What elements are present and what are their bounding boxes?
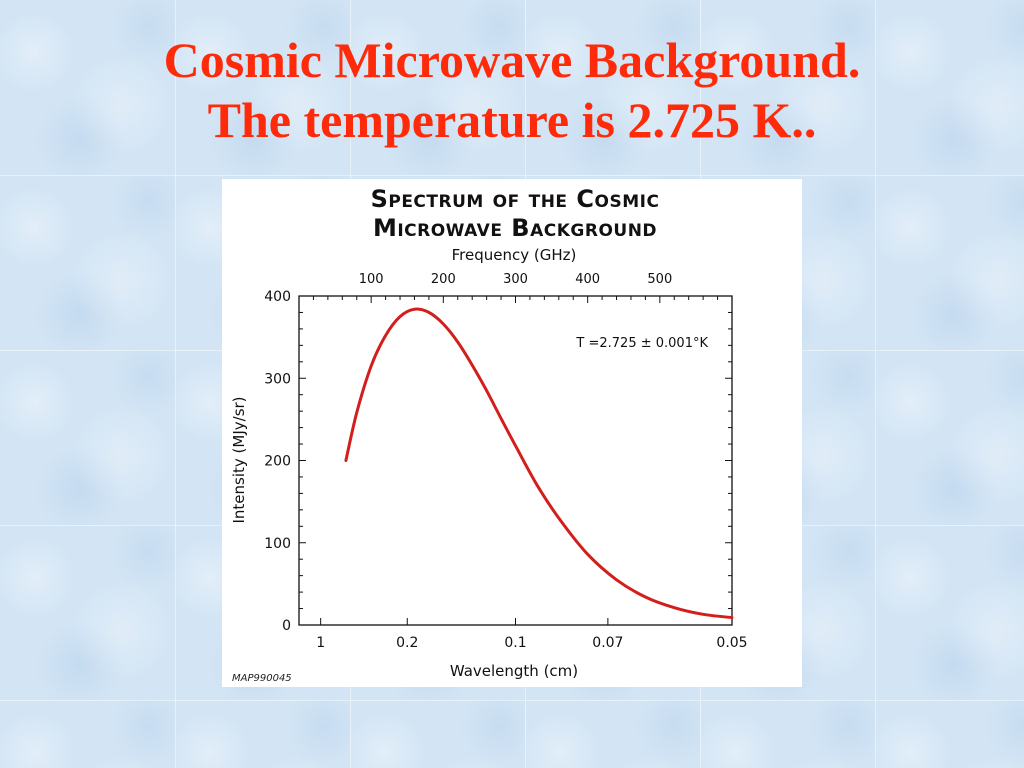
top-tick-label: 200 <box>431 272 456 287</box>
y-tick-label: 0 <box>282 618 291 634</box>
y-tick-label: 300 <box>264 371 291 387</box>
top-tick-label: 500 <box>647 272 672 287</box>
background-seam <box>0 700 1024 701</box>
background-seam <box>0 175 1024 176</box>
top-tick-label: 400 <box>575 272 600 287</box>
spectrum-curve <box>344 307 734 620</box>
figure-credit: MAP990045 <box>232 673 292 684</box>
y-tick-label: 200 <box>264 454 291 470</box>
bottom-tick-label: 0.2 <box>396 635 418 651</box>
bottom-tick-label: 0.07 <box>592 635 623 651</box>
slide-title-line-1: Cosmic Microwave Background. <box>163 32 861 88</box>
slide-title-line-2: The temperature is 2.725 K.. <box>207 92 817 148</box>
background-seam <box>875 0 876 768</box>
x-axis-label: Wavelength (cm) <box>450 662 578 680</box>
plot-area: 0 100 200 300 400 100 200 300 400 500 1 0.2 0.1 0.07 0… <box>264 272 747 651</box>
bottom-tick-label: 0.05 <box>716 635 747 651</box>
slide-title: Cosmic Microwave Background. The tempera… <box>0 30 1024 150</box>
bottom-tick-label: 1 <box>316 635 325 651</box>
y-tick-label: 400 <box>264 289 291 305</box>
temperature-annotation: T =2.725 ± 0.001°K <box>575 336 708 351</box>
bottom-tick-label: 0.1 <box>504 635 526 651</box>
background-seam <box>175 0 176 768</box>
top-axis-label: Frequency (GHz) <box>452 246 577 264</box>
spectrum-chart: Spectrum of the Cosmic Microwave Backgro… <box>230 185 748 684</box>
chart-title-line-1: Spectrum of the Cosmic <box>371 185 660 213</box>
spectrum-figure: Spectrum of the Cosmic Microwave Backgro… <box>222 179 802 687</box>
y-tick-label: 100 <box>264 536 291 552</box>
y-axis-label: Intensity (MJy/sr) <box>230 396 248 523</box>
chart-title-line-2: Microwave Background <box>373 214 657 242</box>
top-tick-label: 300 <box>503 272 528 287</box>
top-tick-label: 100 <box>359 272 384 287</box>
